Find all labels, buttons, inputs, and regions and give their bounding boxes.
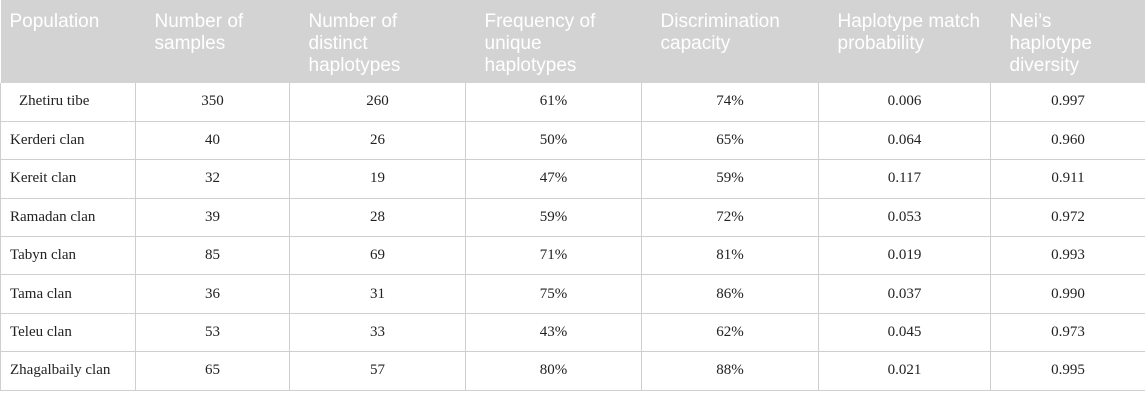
header-number-of-samples: Number of samples	[135, 0, 290, 83]
cell-haplotype-diversity: 0.972	[990, 197, 1145, 238]
header-match-probability: Haplotype match probability	[818, 0, 991, 83]
cell-population: Tama clan	[0, 274, 136, 314]
cell-haplotype-diversity: 0.995	[990, 351, 1145, 391]
cell-population: Zhagalbaily clan	[0, 351, 136, 391]
cell-population: Zhetiru tibe	[0, 83, 136, 122]
cell-population: Kerderi clan	[0, 120, 136, 161]
table-header: Population Number of samples Number of d…	[0, 0, 1145, 83]
cell-haplotype-diversity: 0.990	[990, 274, 1145, 314]
cell-match-probability: 0.006	[818, 83, 991, 122]
cell-population: Ramadan clan	[0, 197, 136, 238]
table-row: Zhetiru tibe 350 260 61% 74% 0.006 0.997	[0, 83, 1145, 122]
cell-haplotype-diversity: 0.997	[990, 83, 1145, 122]
table-row: Kereit clan 32 19 47% 59% 0.117 0.911	[0, 159, 1145, 199]
cell-population: Tabyn clan	[0, 236, 136, 276]
header-row: Population Number of samples Number of d…	[0, 0, 1145, 83]
cell-distinct-haplotypes: 260	[289, 83, 466, 122]
cell-haplotype-diversity: 0.973	[990, 312, 1145, 353]
cell-discrimination-capacity: 62%	[641, 312, 819, 353]
cell-discrimination-capacity: 65%	[641, 120, 819, 161]
cell-match-probability: 0.045	[818, 312, 991, 353]
table-row: Zhagalbaily clan 65 57 80% 88% 0.021 0.995	[0, 351, 1145, 391]
cell-distinct-haplotypes: 28	[289, 197, 466, 238]
cell-population: Kereit clan	[0, 159, 136, 199]
cell-samples: 40	[135, 120, 290, 161]
table-row: Ramadan clan 39 28 59% 72% 0.053 0.972	[0, 197, 1145, 238]
cell-discrimination-capacity: 59%	[641, 159, 819, 199]
table-row: Tabyn clan 85 69 71% 81% 0.019 0.993	[0, 236, 1145, 276]
cell-unique-frequency: 50%	[465, 120, 642, 161]
header-discrimination-capacity: Discrimination capacity	[641, 0, 819, 83]
cell-match-probability: 0.117	[818, 159, 991, 199]
table-row: Teleu clan 53 33 43% 62% 0.045 0.973	[0, 312, 1145, 353]
table-row: Tama clan 36 31 75% 86% 0.037 0.990	[0, 274, 1145, 314]
cell-unique-frequency: 71%	[465, 236, 642, 276]
cell-discrimination-capacity: 88%	[641, 351, 819, 391]
cell-haplotype-diversity: 0.993	[990, 236, 1145, 276]
header-population: Population	[0, 0, 136, 83]
cell-haplotype-diversity: 0.960	[990, 120, 1145, 161]
cell-unique-frequency: 43%	[465, 312, 642, 353]
cell-discrimination-capacity: 86%	[641, 274, 819, 314]
cell-distinct-haplotypes: 19	[289, 159, 466, 199]
cell-samples: 39	[135, 197, 290, 238]
header-distinct-haplotypes: Number of distinct haplotypes	[289, 0, 466, 83]
table-row: Kerderi clan 40 26 50% 65% 0.064 0.960	[0, 120, 1145, 161]
cell-distinct-haplotypes: 33	[289, 312, 466, 353]
cell-samples: 85	[135, 236, 290, 276]
cell-match-probability: 0.053	[818, 197, 991, 238]
cell-samples: 36	[135, 274, 290, 314]
cell-distinct-haplotypes: 26	[289, 120, 466, 161]
cell-discrimination-capacity: 81%	[641, 236, 819, 276]
cell-unique-frequency: 75%	[465, 274, 642, 314]
cell-samples: 350	[135, 83, 290, 122]
cell-samples: 53	[135, 312, 290, 353]
cell-unique-frequency: 61%	[465, 83, 642, 122]
table-body: Zhetiru tibe 350 260 61% 74% 0.006 0.997 Kerder…	[0, 83, 1145, 391]
cell-unique-frequency: 80%	[465, 351, 642, 391]
cell-discrimination-capacity: 74%	[641, 83, 819, 122]
cell-distinct-haplotypes: 57	[289, 351, 466, 391]
cell-samples: 65	[135, 351, 290, 391]
cell-distinct-haplotypes: 31	[289, 274, 466, 314]
cell-samples: 32	[135, 159, 290, 199]
cell-distinct-haplotypes: 69	[289, 236, 466, 276]
haplotype-table: Population Number of samples Number of d…	[0, 0, 1145, 391]
cell-haplotype-diversity: 0.911	[990, 159, 1145, 199]
cell-unique-frequency: 59%	[465, 197, 642, 238]
cell-match-probability: 0.021	[818, 351, 991, 391]
cell-match-probability: 0.019	[818, 236, 991, 276]
header-unique-frequency: Frequency of unique haplotypes	[465, 0, 642, 83]
cell-match-probability: 0.037	[818, 274, 991, 314]
header-haplotype-diversity: Nei’s haplotype diversity	[990, 0, 1145, 83]
cell-population: Teleu clan	[0, 312, 136, 353]
cell-match-probability: 0.064	[818, 120, 991, 161]
cell-discrimination-capacity: 72%	[641, 197, 819, 238]
cell-unique-frequency: 47%	[465, 159, 642, 199]
